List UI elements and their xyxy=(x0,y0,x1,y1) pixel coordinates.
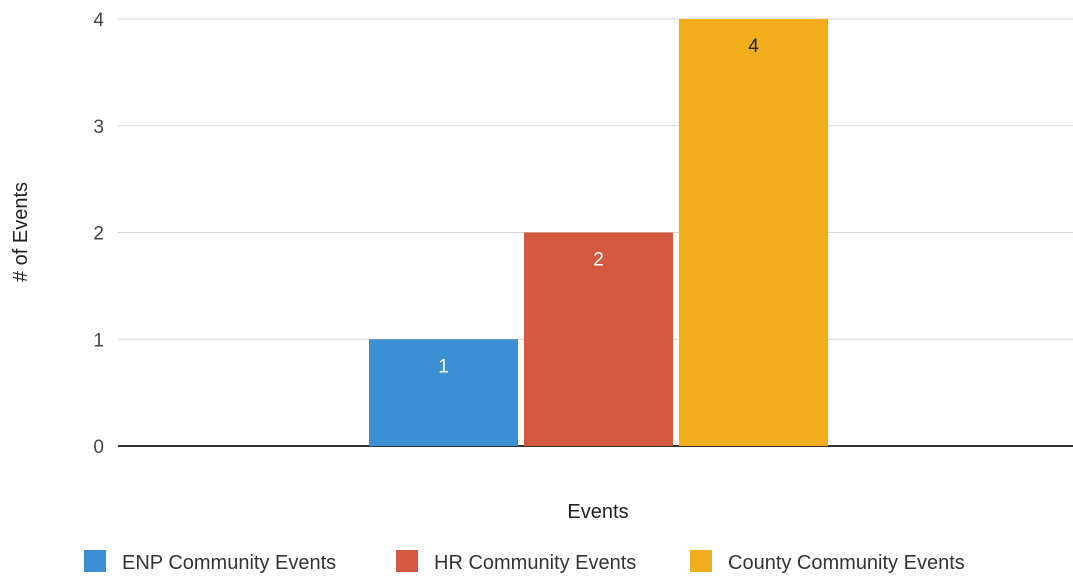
bar xyxy=(679,19,828,446)
legend-swatch xyxy=(690,550,712,572)
bar xyxy=(524,232,673,446)
legend-entry-label: County Community Events xyxy=(728,552,965,574)
legend-swatch xyxy=(396,550,418,572)
legend-entry-label: HR Community Events xyxy=(434,552,636,574)
bars: 1 2 4 xyxy=(369,19,828,446)
legend-swatch xyxy=(84,550,106,572)
y-tick-label: 1 xyxy=(93,330,104,351)
bar xyxy=(369,339,518,446)
y-tick-label: 4 xyxy=(93,10,104,31)
y-tick-label: 2 xyxy=(93,224,104,245)
y-axis-ticks: 0 1 2 3 4 xyxy=(93,10,104,458)
bar-value-label: 1 xyxy=(438,356,449,377)
x-axis-title: Events xyxy=(567,501,628,523)
y-axis-title: # of Events xyxy=(10,182,32,282)
bar-value-label: 2 xyxy=(593,250,604,271)
legend: ENP Community Events HR Community Events C… xyxy=(84,550,965,574)
y-tick-label: 0 xyxy=(93,437,104,458)
y-tick-label: 3 xyxy=(93,117,104,138)
bar-value-label: 4 xyxy=(748,36,759,57)
legend-entry-label: ENP Community Events xyxy=(122,552,336,574)
